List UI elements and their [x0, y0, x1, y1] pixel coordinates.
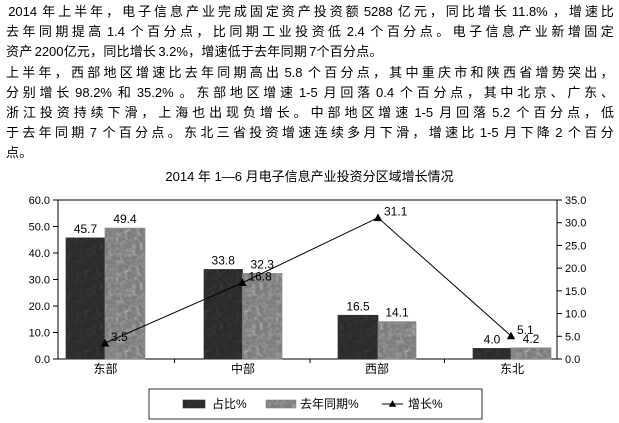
svg-text:10.0: 10.0 — [565, 309, 586, 321]
svg-text:20.0: 20.0 — [29, 301, 50, 313]
svg-text:增长%: 增长% — [408, 397, 443, 411]
svg-text:33.8: 33.8 — [212, 253, 236, 267]
svg-text:20.0: 20.0 — [565, 263, 586, 275]
svg-text:30.0: 30.0 — [565, 218, 586, 230]
svg-text:40.0: 40.0 — [29, 248, 50, 260]
svg-text:4.0: 4.0 — [484, 332, 501, 346]
svg-text:0.0: 0.0 — [565, 354, 580, 366]
svg-text:60.0: 60.0 — [29, 195, 50, 207]
svg-text:西部: 西部 — [365, 361, 389, 376]
svg-text:3.5: 3.5 — [111, 330, 128, 344]
svg-text:25.0: 25.0 — [565, 240, 586, 252]
svg-text:10.0: 10.0 — [29, 328, 50, 340]
svg-text:14.1: 14.1 — [385, 306, 409, 320]
svg-text:49.4: 49.4 — [113, 212, 137, 226]
svg-text:16.8: 16.8 — [249, 270, 273, 284]
svg-text:中部: 中部 — [231, 361, 255, 376]
svg-text:0.0: 0.0 — [35, 354, 50, 366]
svg-text:15.0: 15.0 — [565, 286, 586, 298]
svg-text:东部: 东部 — [93, 361, 117, 376]
svg-text:东北: 东北 — [500, 362, 524, 376]
svg-text:45.7: 45.7 — [74, 222, 98, 236]
svg-text:去年同期%: 去年同期% — [300, 397, 359, 411]
svg-text:5.0: 5.0 — [565, 331, 580, 343]
svg-text:5.1: 5.1 — [517, 323, 534, 337]
svg-text:30.0: 30.0 — [29, 275, 50, 287]
svg-text:31.1: 31.1 — [384, 205, 408, 219]
svg-text:35.0: 35.0 — [565, 195, 586, 207]
svg-text:占比%: 占比% — [212, 396, 247, 411]
svg-text:16.5: 16.5 — [346, 299, 370, 313]
svg-text:50.0: 50.0 — [29, 222, 50, 234]
